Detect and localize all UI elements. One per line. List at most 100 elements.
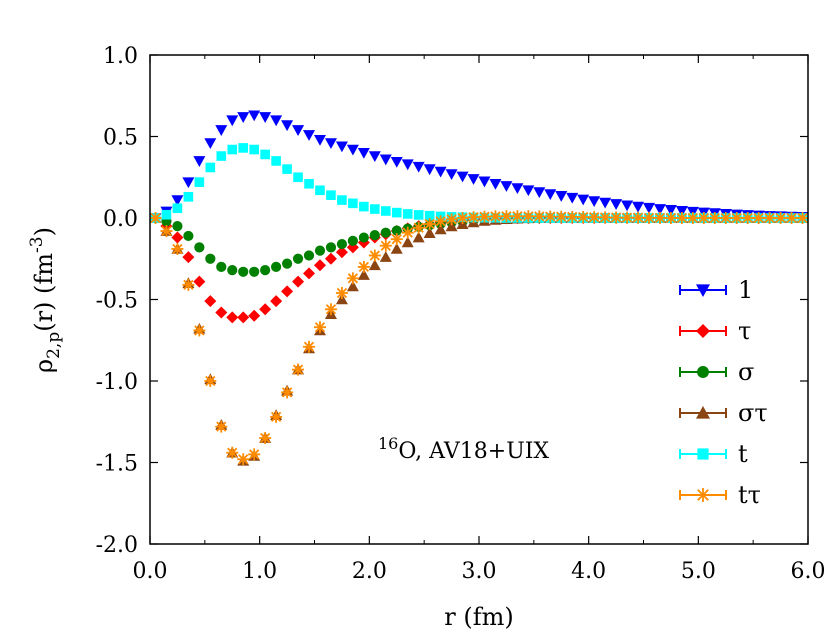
data-point: [358, 232, 369, 243]
data-point: [423, 227, 436, 238]
data-point: [335, 286, 348, 299]
data-point: [632, 201, 645, 213]
data-point: [171, 231, 184, 244]
data-point: [370, 204, 380, 214]
y-axis-label-close: ): [30, 227, 58, 236]
data-point: [249, 266, 260, 277]
data-point: [796, 212, 809, 224]
plot-area: [149, 110, 809, 466]
data-point: [456, 212, 469, 224]
data-point: [292, 125, 305, 136]
data-point: [412, 161, 425, 173]
data-point: [182, 177, 195, 189]
legend-label: τ: [738, 317, 751, 345]
data-point: [478, 210, 491, 223]
data-point: [315, 185, 325, 196]
legend-marker: [696, 406, 710, 419]
data-point: [445, 220, 458, 232]
data-point: [522, 185, 535, 197]
legend-item: τ: [679, 317, 751, 345]
legend-marker: [697, 366, 709, 378]
data-point: [664, 205, 677, 216]
data-point: [478, 176, 491, 188]
data-point: [566, 192, 579, 204]
data-point: [248, 110, 261, 122]
series-triangle-down: [149, 110, 809, 224]
data-point: [357, 269, 370, 280]
legend-marker: [696, 324, 710, 338]
data-point: [357, 260, 370, 273]
data-point: [752, 212, 765, 224]
y-axis-label-main: ρ: [30, 359, 58, 373]
y-tick-label: 1.0: [103, 44, 138, 69]
y-tick-label: 0.5: [103, 126, 138, 151]
data-point: [697, 212, 710, 224]
data-point: [467, 174, 480, 185]
data-point: [588, 196, 601, 208]
data-point: [248, 448, 261, 461]
data-point: [369, 230, 380, 241]
data-point: [204, 138, 217, 150]
data-point: [303, 250, 315, 261]
data-point: [171, 242, 184, 255]
data-point: [697, 366, 709, 378]
data-point: [533, 187, 546, 199]
legend-marker: [696, 488, 710, 502]
data-point: [270, 410, 283, 423]
data-point: [172, 221, 183, 232]
axis-ticks: [149, 54, 809, 545]
data-point: [304, 178, 314, 189]
series-diamond: [149, 212, 809, 324]
data-point: [193, 324, 206, 337]
data-point: [686, 212, 699, 224]
legend-label: 1: [738, 276, 753, 304]
data-point: [237, 112, 250, 123]
data-point: [391, 225, 402, 236]
legend-item: 1: [679, 276, 753, 304]
data-point: [216, 261, 227, 272]
x-tick-label: 0.0: [133, 559, 168, 584]
x-tick-label: 5.0: [681, 559, 716, 584]
data-point: [226, 311, 239, 324]
data-point: [359, 201, 369, 212]
data-point: [675, 212, 688, 224]
data-point: [346, 280, 359, 292]
data-point: [456, 171, 469, 183]
x-tick-label: 2.0: [352, 559, 387, 584]
data-point: [249, 144, 259, 155]
data-point: [281, 120, 294, 132]
data-point: [282, 164, 292, 174]
data-point: [412, 221, 425, 234]
data-point: [380, 206, 391, 216]
data-point: [171, 195, 184, 207]
data-point: [215, 420, 228, 433]
data-point: [544, 189, 557, 201]
y-axis-label-rest: (r) (fm: [30, 253, 58, 332]
data-point: [489, 178, 502, 190]
data-point: [621, 211, 634, 224]
y-axis-label-sub: 2,p: [44, 332, 64, 359]
data-point: [193, 275, 206, 288]
data-point: [588, 211, 601, 224]
legend-marker: [696, 284, 710, 297]
y-tick-label: -1.0: [96, 370, 138, 395]
data-point: [215, 125, 228, 136]
data-point: [335, 246, 348, 259]
data-point: [610, 199, 623, 210]
data-point: [555, 191, 568, 202]
data-point: [368, 151, 381, 163]
data-point: [303, 267, 316, 280]
data-point: [719, 212, 732, 224]
data-point: [368, 249, 381, 262]
data-point: [326, 190, 336, 200]
data-point: [445, 213, 458, 226]
data-point: [194, 177, 205, 187]
data-point: [391, 207, 402, 218]
data-point: [226, 115, 239, 127]
data-point: [346, 272, 359, 285]
data-point: [696, 284, 710, 297]
y-tick-label: 0.0: [103, 207, 138, 232]
data-point: [303, 340, 316, 353]
legend-label: στ: [738, 399, 768, 427]
data-point: [390, 156, 403, 168]
